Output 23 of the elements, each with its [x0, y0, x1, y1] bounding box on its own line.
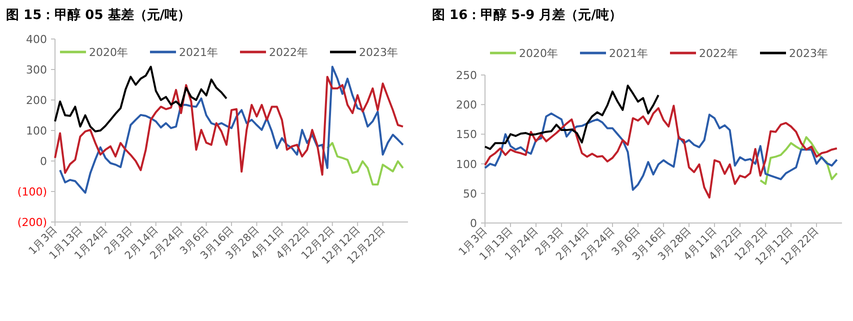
y-tick-label: 250 — [456, 69, 477, 82]
y-tick-label: (100) — [17, 186, 47, 198]
y-tick-label: 400 — [26, 33, 47, 46]
y-tick-label: 300 — [26, 64, 47, 76]
y-tick-label: 200 — [26, 94, 47, 107]
y-tick-label: 100 — [456, 158, 477, 171]
y-tick-label: 0 — [470, 217, 477, 230]
legend-label: 2023年 — [359, 46, 398, 59]
y-tick-label: 0 — [40, 155, 47, 168]
legend-label: 2022年 — [269, 46, 308, 59]
y-tick-label: 50 — [463, 187, 477, 200]
y-tick-label: (200) — [17, 216, 47, 229]
legend-label: 2020年 — [89, 46, 128, 59]
y-tick-label: 200 — [456, 98, 477, 112]
legend-label: 2020年 — [519, 47, 558, 60]
legend-label: 2021年 — [179, 46, 218, 59]
chart-title: 图 16：甲醇 5-9 月差（元/吨） — [432, 7, 622, 23]
legend-label: 2023年 — [789, 47, 828, 60]
legend-label: 2022年 — [699, 47, 738, 60]
y-tick-label: 100 — [26, 124, 47, 138]
chart-title: 图 15：甲醇 05 基差（元/吨） — [6, 7, 191, 23]
y-tick-label: 150 — [456, 128, 477, 142]
legend-label: 2021年 — [609, 47, 648, 60]
